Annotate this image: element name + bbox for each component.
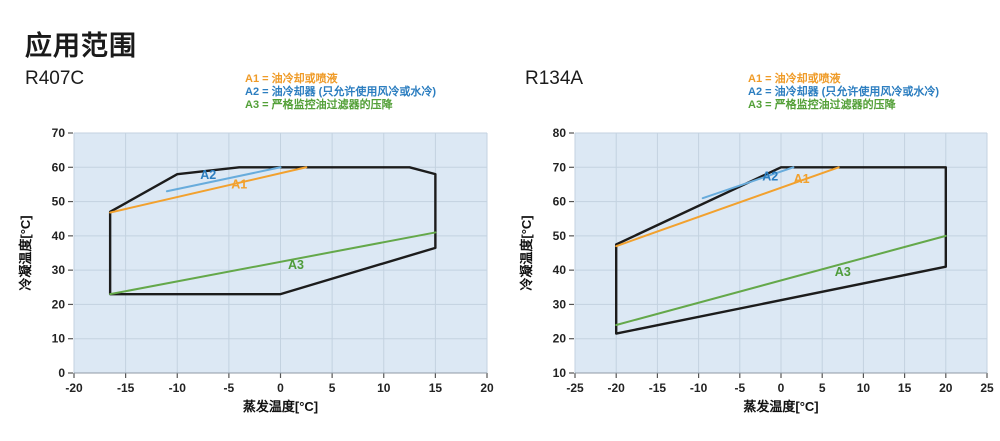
- y-axis-title: 冷凝温度[°C]: [519, 215, 534, 290]
- y-tick-label: 50: [553, 229, 567, 243]
- y-tick-label: 10: [553, 366, 567, 380]
- x-tick-label: -25: [566, 381, 584, 395]
- x-tick-label: -15: [117, 381, 135, 395]
- series-line-A2: [165, 166, 282, 193]
- legend-item-a3: A3 = 严格监控油过滤器的压降: [245, 99, 393, 111]
- legend-r407c: A1 = 油冷却或喷液 A2 = 油冷却器 (只允许使用风冷或水冷) A3 = …: [245, 73, 436, 112]
- operating-envelope: [614, 166, 947, 335]
- legend-item-a2: A2 = 油冷却器 (只允许使用风冷或水冷): [748, 86, 939, 98]
- x-axis-title: 蒸发温度[°C]: [743, 399, 818, 414]
- y-tick-label: 70: [553, 160, 567, 174]
- page-title: 应用范围: [25, 31, 137, 62]
- x-axis-title: 蒸发温度[°C]: [243, 399, 318, 414]
- y-tick-label: 30: [553, 297, 567, 311]
- x-tick-label: 5: [329, 381, 336, 395]
- x-tick-label: 15: [429, 381, 443, 395]
- x-tick-label: 20: [939, 381, 953, 395]
- y-tick-label: 40: [553, 263, 567, 277]
- x-tick-label: -5: [734, 381, 745, 395]
- y-axis-title: 冷凝温度[°C]: [18, 215, 33, 290]
- series-line-A2: [701, 166, 795, 200]
- y-tick-label: 60: [52, 160, 66, 174]
- x-tick-label: -5: [224, 381, 235, 395]
- y-tick-label: 20: [553, 332, 567, 346]
- x-tick-label: 10: [377, 381, 391, 395]
- legend-item-a3: A3 = 严格监控油过滤器的压降: [748, 99, 896, 111]
- x-tick-label: 0: [277, 381, 284, 395]
- x-tick-label: -10: [169, 381, 187, 395]
- y-tick-label: 70: [52, 126, 66, 140]
- legend-r134a: A1 = 油冷却或喷液 A2 = 油冷却器 (只允许使用风冷或水冷) A3 = …: [748, 73, 939, 112]
- legend-item-a1: A1 = 油冷却或喷液: [748, 73, 841, 85]
- x-tick-label: 10: [857, 381, 871, 395]
- operating-envelope: [108, 166, 437, 296]
- x-tick-label: 0: [778, 381, 785, 395]
- y-tick-label: 10: [52, 332, 66, 346]
- y-tick-label: 20: [52, 297, 66, 311]
- y-tick-label: 40: [52, 229, 66, 243]
- series-label-A2: A2: [762, 170, 778, 184]
- y-tick-label: 60: [553, 195, 567, 209]
- series-line-A1: [109, 166, 308, 214]
- chart-title-r134a: R134A: [525, 68, 584, 89]
- x-tick-label: -10: [690, 381, 708, 395]
- r407c-envelope-chart: -20 -15 -10 -5 0 5 10 15 20 0 10 20 30 40 50 60 70 A1 A2 A3…: [18, 126, 494, 414]
- series-label-A3: A3: [288, 258, 304, 272]
- x-tick-label: -20: [608, 381, 626, 395]
- series-line-A3: [109, 231, 437, 296]
- legend-item-a2: A2 = 油冷却器 (只允许使用风冷或水冷): [245, 86, 436, 98]
- legend-item-a1: A1 = 油冷却或喷液: [245, 73, 338, 85]
- y-tick-label: 50: [52, 195, 66, 209]
- chart-title-r407c: R407C: [25, 68, 85, 89]
- x-tick-label: 5: [819, 381, 826, 395]
- series-label-A1: A1: [794, 172, 810, 186]
- series-line-A3: [615, 234, 947, 326]
- r134a-envelope-chart: -25 -20 -15 -10 -5 0 5 10 15 20 25 10 20 30 40 50 60 70 80…: [519, 126, 994, 414]
- x-tick-label: -15: [649, 381, 667, 395]
- series-label-A1: A1: [231, 177, 247, 191]
- y-tick-label: 30: [52, 263, 66, 277]
- y-tick-label: 0: [58, 366, 65, 380]
- y-tick-label: 80: [553, 126, 567, 140]
- x-tick-label: 20: [480, 381, 494, 395]
- series-label-A2: A2: [200, 168, 216, 182]
- x-tick-label: 25: [980, 381, 994, 395]
- series-label-A3: A3: [835, 265, 851, 279]
- x-tick-label: 15: [898, 381, 912, 395]
- series-line-A1: [615, 166, 840, 248]
- x-tick-label: -20: [65, 381, 83, 395]
